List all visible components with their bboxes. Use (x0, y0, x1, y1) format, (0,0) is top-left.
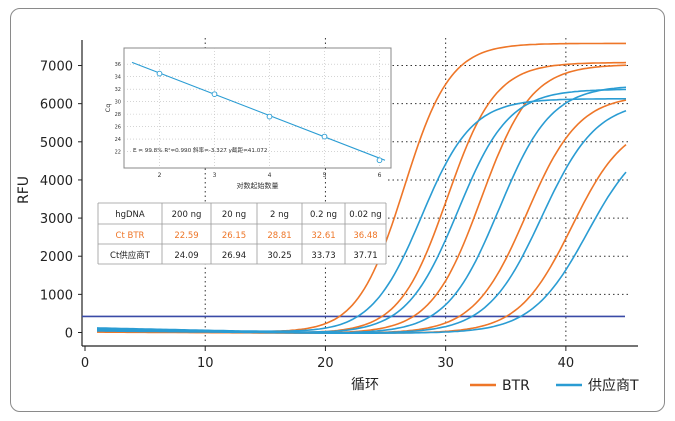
legend: BTR 供应商T (470, 377, 639, 394)
table-cell: 26.94 (222, 251, 246, 261)
table-cell: 32.61 (311, 231, 335, 241)
table-cell: 36.48 (353, 231, 377, 241)
table-bg (98, 203, 386, 264)
inset-point (156, 70, 163, 77)
amplification-curves (96, 42, 627, 334)
y-tick-label: 3000 (40, 212, 73, 227)
x-axis-title: 循环 (351, 377, 379, 393)
table-header: hgDNA (115, 210, 145, 220)
y-tick-label: 1000 (40, 288, 73, 303)
table-cell: 26.15 (222, 231, 246, 241)
legend-label: 供应商T (588, 377, 639, 394)
y-tick-label: 4000 (40, 174, 73, 189)
inset-fit-line (131, 61, 386, 161)
inset-x-tick-label: 5 (323, 172, 327, 179)
chart-frame (10, 8, 665, 412)
table-cell: 30.25 (267, 251, 291, 261)
inset-x-title: 对数起始数量 (237, 181, 279, 190)
table-header: 0.2 ng (310, 210, 337, 220)
table-cell: 33.73 (311, 251, 335, 261)
table-cell: 22.59 (174, 231, 198, 241)
inset-x-tick-label: 6 (378, 172, 382, 179)
y-tick-label: 6000 (40, 98, 73, 113)
x-tick-label: 20 (317, 356, 334, 371)
table-row-label: Ct供应商T (110, 250, 151, 261)
inset-point (266, 113, 273, 120)
inset-x-tick-label: 4 (268, 172, 272, 179)
x-tick-label: 30 (437, 356, 454, 371)
x-tick-label: 10 (197, 356, 214, 371)
table-cell: 24.09 (174, 251, 198, 261)
inset-y-tick-label: 28 (115, 112, 121, 118)
table-header: 0.02 ng (349, 210, 381, 220)
inset-equation: E = 99.8% R²=0.990 斜率=-3.327 y截距=41.072 (133, 146, 267, 154)
inset-x-tick-label: 2 (158, 172, 162, 179)
inset-y-tick-label: 22 (115, 150, 121, 156)
inset-y-tick-label: 30 (115, 100, 121, 106)
inset-y-tick-label: 36 (115, 62, 121, 68)
inset-point (321, 133, 328, 140)
y-tick-label: 5000 (40, 136, 73, 151)
inset-x-tick-label: 3 (213, 172, 217, 179)
y-tick-label: 2000 (40, 250, 73, 265)
x-tick-label: 0 (81, 356, 89, 371)
inset-point (376, 157, 383, 164)
inset-y-title: Cq (104, 104, 112, 113)
table-header: 200 ng (172, 210, 202, 220)
y-axis-title: RFU (16, 176, 32, 204)
inset-y-tick-label: 26 (115, 125, 121, 131)
ct-table: hgDNA 200 ng 20 ng 2 ng 0.2 ng 0.02 ng Ct BTR 2… (97, 202, 387, 265)
table-cell: 37.71 (353, 251, 377, 261)
table-header: 2 ng (270, 210, 289, 220)
inset-frame (123, 47, 392, 169)
x-tick-label: 40 (558, 356, 575, 371)
y-tick-label: 7000 (40, 60, 73, 75)
legend-label: BTR (502, 378, 530, 394)
table-cell: 28.81 (267, 231, 291, 241)
curve-vendor-t (97, 171, 627, 334)
axes: 0 1000 2000 3000 4000 5000 6000 7000 0 10 20 30 40 RF… (16, 40, 638, 393)
inset-y-tick-label: 32 (115, 87, 121, 93)
inset-point (211, 91, 218, 98)
y-tick-label: 0 (65, 327, 73, 342)
table-row-label: Ct BTR (116, 231, 145, 241)
inset-y-tick-label: 34 (115, 75, 121, 81)
table-header: 20 ng (222, 210, 246, 220)
inset-y-tick-label: 24 (115, 137, 121, 143)
